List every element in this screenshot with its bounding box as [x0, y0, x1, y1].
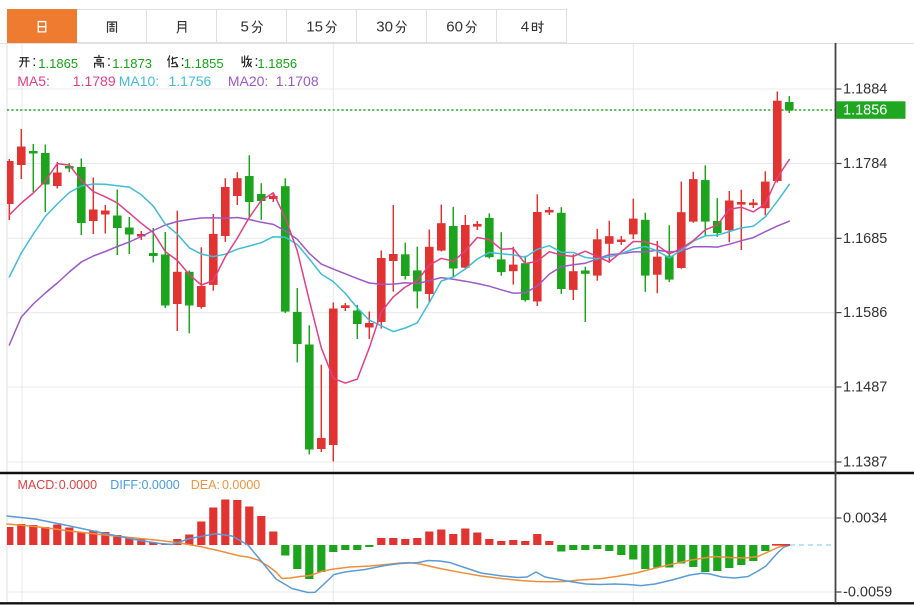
svg-text:1.1784: 1.1784 — [843, 156, 887, 172]
svg-text:30: 30 — [376, 19, 393, 36]
svg-text:1.1387: 1.1387 — [843, 455, 887, 471]
svg-text:15: 15 — [306, 19, 323, 36]
svg-text:1.1856: 1.1856 — [843, 103, 887, 119]
svg-text:1.1884: 1.1884 — [843, 82, 887, 98]
svg-text::: : — [107, 53, 111, 70]
svg-text:5: 5 — [241, 19, 249, 36]
svg-text:1.1685: 1.1685 — [843, 231, 887, 247]
svg-text:1.1586: 1.1586 — [843, 305, 887, 321]
svg-text::: : — [32, 53, 36, 70]
svg-text:0.0034: 0.0034 — [843, 511, 887, 527]
svg-text::: : — [254, 53, 258, 70]
svg-text::: : — [181, 53, 185, 70]
svg-text:60: 60 — [446, 19, 463, 36]
svg-text:1.1487: 1.1487 — [843, 380, 887, 396]
svg-text:-0.0059: -0.0059 — [843, 585, 892, 601]
svg-text:4: 4 — [521, 19, 529, 36]
